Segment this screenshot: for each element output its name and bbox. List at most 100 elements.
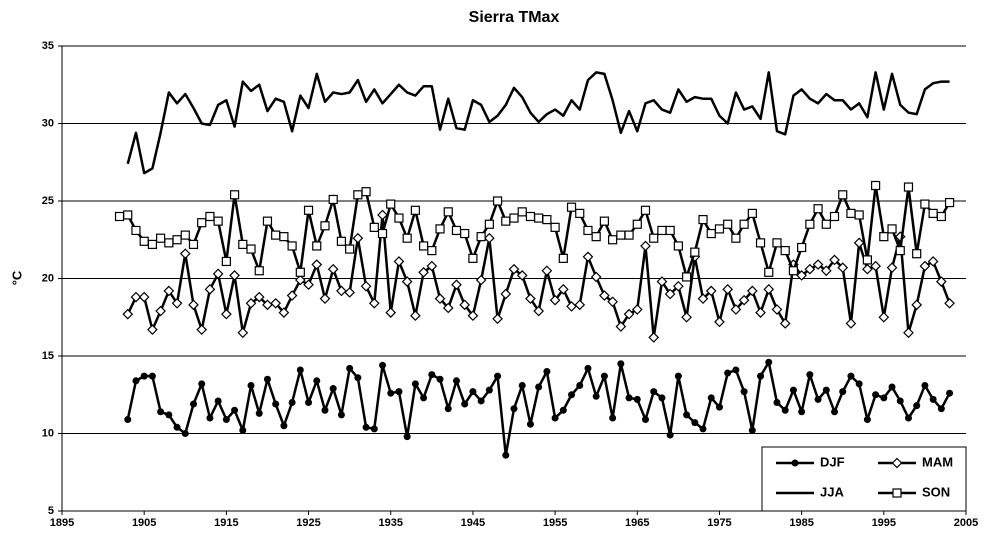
marker <box>559 406 567 414</box>
marker <box>557 284 569 295</box>
x-tick-label: 1905 <box>132 517 156 529</box>
marker <box>673 280 684 292</box>
marker <box>837 262 849 273</box>
marker <box>779 318 791 329</box>
marker <box>368 297 380 309</box>
marker <box>262 216 273 226</box>
marker <box>427 246 437 256</box>
marker <box>944 297 955 309</box>
marker <box>631 304 643 315</box>
marker <box>821 219 831 229</box>
marker <box>198 380 206 388</box>
marker <box>838 190 848 200</box>
series-line <box>126 71 950 175</box>
marker <box>781 406 789 414</box>
marker <box>805 219 815 229</box>
marker <box>411 380 419 388</box>
marker <box>566 202 577 212</box>
marker <box>280 422 288 430</box>
marker <box>699 425 707 433</box>
marker <box>763 284 775 295</box>
marker <box>607 296 618 308</box>
marker <box>880 394 888 402</box>
legend-label: JJA <box>820 484 844 499</box>
marker <box>246 244 256 254</box>
marker <box>379 361 387 369</box>
marker <box>492 196 503 206</box>
marker <box>674 372 682 380</box>
marker <box>469 388 477 396</box>
marker <box>714 316 725 328</box>
marker <box>254 266 264 276</box>
marker <box>130 291 142 303</box>
marker <box>204 284 216 295</box>
marker <box>418 266 429 278</box>
marker <box>813 204 823 214</box>
marker <box>920 199 930 209</box>
marker <box>854 210 864 220</box>
marker <box>657 225 667 236</box>
marker <box>502 451 510 459</box>
marker <box>516 270 528 281</box>
marker <box>286 290 298 301</box>
marker <box>181 430 189 437</box>
marker <box>541 265 553 277</box>
marker <box>525 211 536 222</box>
marker <box>780 246 790 256</box>
marker <box>847 372 855 380</box>
marker <box>435 224 445 234</box>
marker <box>886 262 898 273</box>
marker <box>853 237 865 249</box>
marker <box>500 288 512 300</box>
x-tick-label: 1965 <box>625 517 649 529</box>
marker <box>475 274 487 286</box>
marker <box>665 225 675 236</box>
marker <box>303 279 314 291</box>
marker <box>574 299 586 311</box>
marker <box>568 391 576 399</box>
marker <box>888 383 896 391</box>
marker <box>156 233 166 243</box>
marker <box>928 208 938 218</box>
marker <box>806 371 814 379</box>
marker <box>279 232 289 242</box>
marker <box>386 199 396 209</box>
marker <box>354 374 362 382</box>
marker <box>839 388 847 396</box>
marker <box>132 377 140 385</box>
marker <box>935 276 947 287</box>
marker <box>278 307 290 318</box>
marker <box>566 301 577 312</box>
legend-marker <box>892 488 902 498</box>
marker <box>936 211 946 222</box>
marker <box>690 247 700 257</box>
marker <box>410 205 420 215</box>
marker <box>648 332 660 343</box>
marker <box>221 256 231 267</box>
marker <box>426 260 438 272</box>
marker <box>451 225 462 236</box>
marker <box>360 280 372 292</box>
marker <box>542 215 552 225</box>
marker <box>740 388 748 396</box>
marker <box>140 372 148 380</box>
marker <box>862 263 873 275</box>
marker <box>114 211 125 222</box>
marker <box>213 216 223 226</box>
marker <box>633 395 641 403</box>
y-axis-label: °C <box>9 270 24 285</box>
marker <box>238 239 248 249</box>
marker <box>313 377 321 385</box>
marker <box>887 224 897 234</box>
marker <box>180 230 190 240</box>
marker <box>946 389 954 397</box>
marker <box>829 211 840 222</box>
marker <box>804 263 816 275</box>
marker <box>255 409 263 417</box>
series-line <box>126 213 951 339</box>
marker <box>188 299 199 311</box>
marker <box>164 238 174 248</box>
marker <box>189 400 197 408</box>
legend-marker <box>891 457 903 469</box>
marker <box>345 244 355 254</box>
